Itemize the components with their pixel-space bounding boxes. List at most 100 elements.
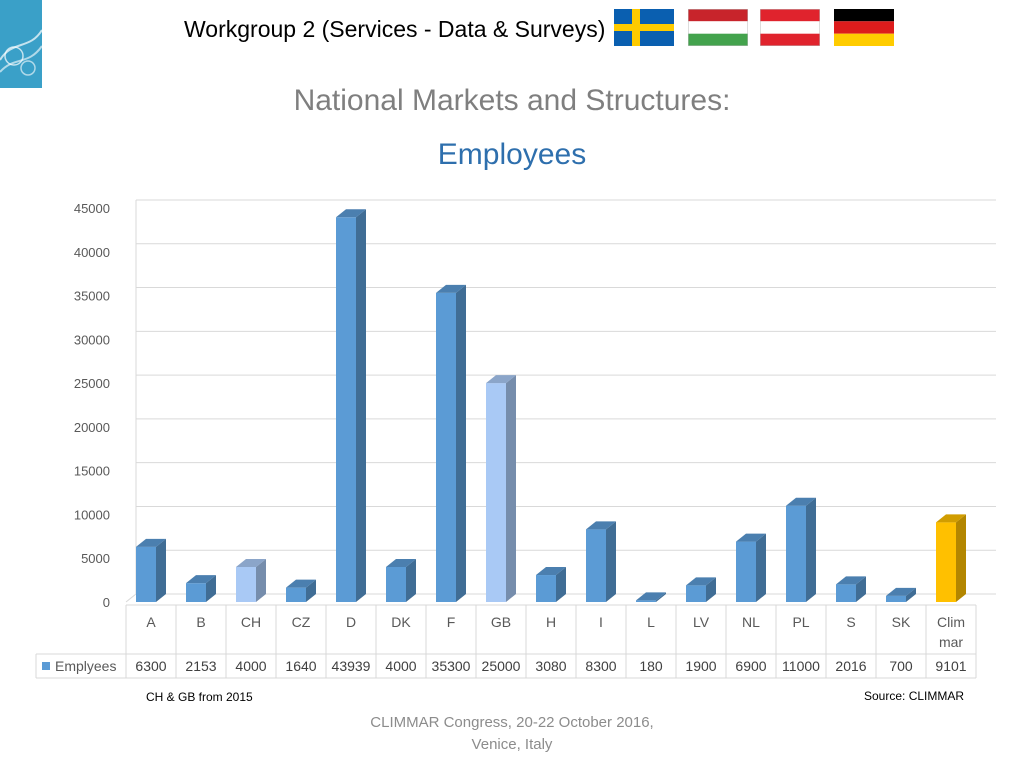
bar-sk [886, 587, 916, 602]
bar-top [136, 538, 166, 547]
sweden-flag-icon [614, 9, 674, 46]
y-tick-label: 20000 [74, 420, 110, 435]
x-category-label: A [146, 614, 156, 630]
bar-pl [786, 497, 816, 602]
bar-top [336, 209, 366, 218]
bar-top [636, 592, 666, 601]
data-value-label: 4000 [385, 658, 416, 674]
bar-lv [686, 577, 716, 602]
data-value-label: 4000 [235, 658, 266, 674]
bar-side [506, 375, 516, 602]
x-category-label: D [346, 614, 356, 630]
bar-dk [386, 558, 416, 602]
x-category-label: LV [693, 614, 710, 630]
bar-front [736, 541, 756, 602]
x-category-label: I [599, 614, 603, 630]
source-note: Source: CLIMMAR [864, 689, 965, 703]
bar-front [786, 505, 806, 602]
bar-top [886, 587, 916, 596]
bar-top [386, 558, 416, 567]
employees-bar-chart: 0 5000 10000 15000 20000 25000 30000 35000 40000… [35, 199, 996, 679]
x-category-label: Clim mar [937, 614, 965, 650]
bar-front [436, 292, 456, 602]
bar-h [536, 567, 566, 602]
bar-front [236, 566, 256, 602]
bar-s [836, 576, 866, 602]
bar-top [586, 521, 616, 530]
data-value-label: 6300 [135, 658, 166, 674]
bar-front [536, 575, 556, 602]
bar-d [336, 209, 366, 602]
bar-front [636, 600, 656, 602]
bar-side [706, 577, 716, 602]
bar-side [806, 497, 816, 602]
x-category-label: GB [491, 614, 511, 630]
data-value-label: 1640 [285, 658, 316, 674]
data-value-label: 180 [639, 658, 663, 674]
x-category-label: H [546, 614, 556, 630]
bar-side [156, 538, 166, 602]
x-category-label: PL [792, 614, 809, 630]
bar-top [686, 577, 716, 586]
bar-top [486, 375, 516, 384]
bar-front [836, 584, 856, 602]
germany-flag-icon [834, 9, 894, 46]
x-category-label: NL [742, 614, 760, 630]
bar-side [256, 558, 266, 602]
bar-side [406, 558, 416, 602]
bar-side [656, 592, 666, 602]
y-tick-label: 15000 [74, 464, 110, 479]
data-value-label: 9101 [935, 658, 966, 674]
x-category-label: SK [892, 614, 911, 630]
bar-side [956, 514, 966, 602]
bar-i [586, 521, 616, 602]
y-tick-label: 40000 [74, 245, 110, 260]
y-tick-label: 35000 [74, 289, 110, 304]
data-value-label: 11000 [782, 658, 820, 674]
bar-gb [486, 375, 516, 602]
data-value-label: 25000 [482, 658, 521, 674]
footer-line-1: CLIMMAR Congress, 20-22 October 2016, [370, 714, 654, 731]
x-category-label: S [846, 614, 855, 630]
bar-side [556, 567, 566, 602]
bar-top [836, 576, 866, 585]
bar-front [336, 217, 356, 602]
legend-swatch [42, 662, 50, 670]
data-value-label: 8300 [585, 658, 616, 674]
bar-top [436, 284, 466, 293]
bar-f [436, 284, 466, 602]
y-tick-label: 5000 [81, 551, 110, 566]
bar-top [536, 567, 566, 576]
x-category-label: B [196, 614, 205, 630]
bar-top [936, 514, 966, 523]
bar-top [186, 575, 216, 584]
bar-nl [736, 533, 766, 602]
footer: CLIMMAR Congress, 20-22 October 2016, Ve… [0, 712, 1024, 756]
data-value-label: 2016 [835, 658, 866, 674]
bar-side [606, 521, 616, 602]
bar-a [136, 538, 166, 602]
data-value-label: 35300 [432, 658, 471, 674]
bar-front [386, 566, 406, 602]
data-value-label: 3080 [535, 658, 566, 674]
legend-series-name: Emplyees [55, 658, 116, 674]
y-tick-label: 0 [103, 595, 110, 610]
y-tick-label: 10000 [74, 507, 110, 522]
climmar-logo [0, 0, 42, 88]
footer-line-2: Venice, Italy [471, 736, 553, 753]
bar-top [286, 579, 316, 588]
bar-clim-mar [936, 514, 966, 602]
data-value-label: 1900 [685, 658, 716, 674]
bar-top [736, 533, 766, 542]
footnote-ch-gb: CH & GB from 2015 [146, 690, 253, 704]
x-category-label: CZ [292, 614, 311, 630]
bar-front [686, 585, 706, 602]
data-value-label: 43939 [332, 658, 371, 674]
bar-b [186, 575, 216, 602]
bar-side [756, 533, 766, 602]
bar-side [206, 575, 216, 602]
bar-front [886, 595, 906, 602]
header-title: Workgroup 2 (Services - Data & Surveys) [184, 16, 606, 42]
x-category-label: L [647, 614, 655, 630]
bar-top [786, 497, 816, 506]
